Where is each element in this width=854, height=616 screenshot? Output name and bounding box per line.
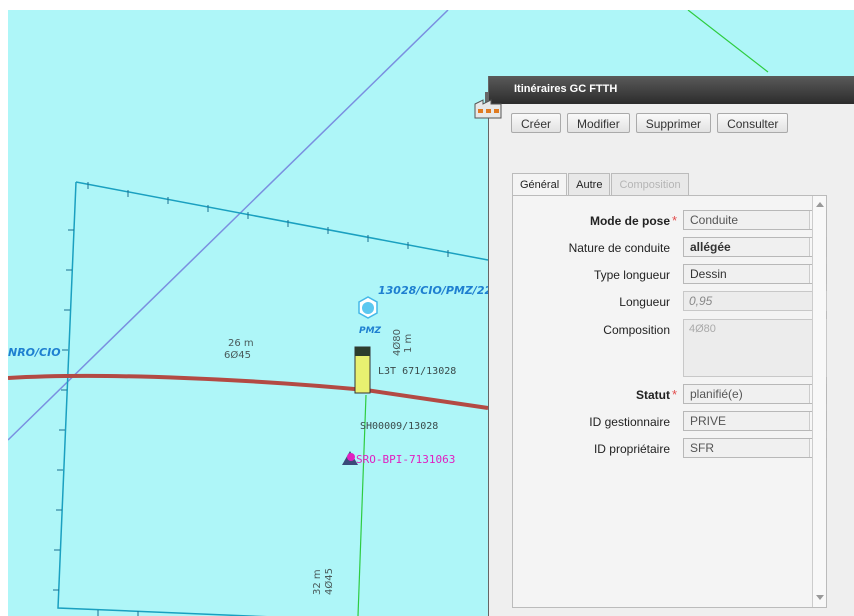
id-gestionnaire-label: ID gestionnaire [589,415,670,429]
green-line-bottom [357,394,367,616]
row-longueur: Longueur 0,95 [513,291,827,313]
row-id-proprietaire: ID propriétaire SFR [513,438,827,460]
segment3-composition: 4Ø45 [324,568,335,595]
tab-other[interactable]: Autre [568,173,611,196]
mode-pose-label: Mode de pose [589,214,670,228]
pmz-icon-core [362,302,374,314]
itineraires-panel: Itinéraires GC FTTH Créer Modifier Suppr… [474,76,854,616]
nature-conduite-select[interactable]: allégée [683,237,827,257]
general-form: Mode de pose * Conduite Nature de condui… [512,195,827,608]
tab-composition: Composition [611,173,689,196]
segment3-length: 32 m [312,569,323,595]
segment1-composition: 6Ø45 [224,350,251,361]
sro-dot [347,453,355,461]
row-statut: Statut * planifié(e) [513,384,827,406]
longueur-field[interactable]: 0,95 [683,291,827,311]
segment2-length: 1 m [403,333,414,353]
cable-line [8,373,489,410]
sro-label: SRO-BPI-7131063 [356,453,456,466]
scroll-down-icon[interactable] [813,591,826,605]
consult-button[interactable]: Consulter [717,113,789,133]
diagonal-line [8,10,449,441]
panel-header[interactable]: Itinéraires GC FTTH [489,76,854,104]
longueur-label: Longueur [619,295,670,309]
green-line-top [687,10,769,73]
type-longueur-select[interactable]: Dessin [683,264,827,284]
modify-button[interactable]: Modifier [567,113,630,133]
l3t-label: L3T 671/13028 [378,366,457,377]
delete-button[interactable]: Supprimer [635,113,712,133]
create-button[interactable]: Créer [511,113,562,133]
factory-icon [473,90,503,120]
row-composition: Composition 4Ø80 [513,319,827,377]
type-longueur-label: Type longueur [593,268,670,282]
nro-label: NRO/CIO [8,346,61,359]
panel-title: Itinéraires GC FTTH [514,83,618,95]
row-type-longueur: Type longueur Dessin [513,264,827,286]
sh-label: SH00009/13028 [360,421,439,432]
row-nature-conduite: Nature de conduite allégée [513,237,827,259]
id-proprietaire-select[interactable]: SFR [683,438,827,458]
tab-general[interactable]: Général [512,173,568,197]
mode-pose-select[interactable]: Conduite [683,210,827,230]
segment2-composition: 4Ø80 [392,329,403,356]
network-top-edge [75,181,489,261]
pmz-segment-top [355,347,370,356]
required-marker: * [672,387,678,402]
network-left-bottom-edge [57,181,268,616]
pmz-route-label: 13028/CIO/PMZ/223 [378,284,500,297]
id-gestionnaire-select[interactable]: PRIVE [683,411,827,431]
map-network-layer [8,10,769,616]
row-mode-pose: Mode de pose * Conduite [513,210,827,232]
panel-toolbar: Créer Modifier Supprimer Consulter [511,113,789,133]
statut-select[interactable]: planifié(e) [683,384,827,404]
statut-label: Statut [636,388,670,402]
network-ticks [53,182,449,616]
segment1-length: 26 m [228,338,254,349]
form-scrollbar[interactable] [812,196,826,607]
pmz-label: PMZ [359,326,382,336]
required-marker: * [672,213,678,228]
id-proprietaire-label: ID propriétaire [593,442,670,456]
panel-tabs: Général Autre Composition [512,173,690,197]
composition-field[interactable]: 4Ø80 [683,319,827,377]
scroll-up-icon[interactable] [813,198,826,212]
composition-label: Composition [603,323,670,337]
nature-conduite-label: Nature de conduite [568,241,670,255]
row-id-gestionnaire: ID gestionnaire PRIVE [513,411,827,433]
